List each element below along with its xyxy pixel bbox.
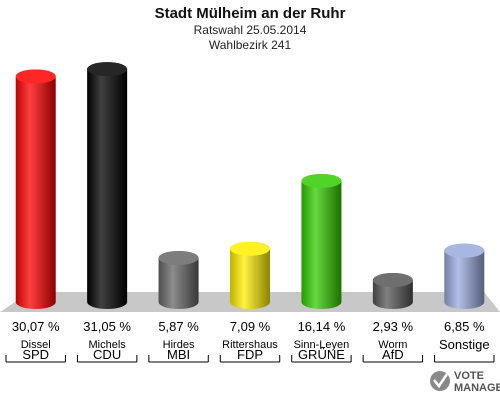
value-label: 16,14 % bbox=[298, 319, 346, 334]
bar-cap-cdu bbox=[87, 62, 128, 77]
chart-subtitle-district: Wahlbezirk 241 bbox=[209, 38, 292, 52]
bar-cap-fdp bbox=[230, 241, 270, 256]
value-label: 6,85 % bbox=[444, 319, 485, 334]
value-label: 30,07 % bbox=[12, 319, 60, 334]
bar-sonstige bbox=[444, 243, 485, 310]
party-label: FDP bbox=[237, 347, 263, 362]
candidate-label: Hirdes bbox=[163, 339, 195, 351]
bar-group bbox=[15, 62, 485, 310]
party-label: CDU bbox=[93, 347, 121, 362]
candidate-label: Michels bbox=[88, 339, 126, 351]
vote-manager-check-icon bbox=[430, 371, 450, 391]
vote-manager-logo: VOTE MANAGER bbox=[430, 370, 500, 394]
bar-cap-grüne bbox=[301, 173, 342, 188]
party-label: SPD bbox=[22, 347, 49, 362]
bar-fdp bbox=[230, 241, 270, 309]
chart-title: Stadt Mülheim an der Ruhr bbox=[155, 5, 346, 22]
candidate-label: Rittershaus bbox=[222, 339, 278, 351]
candidate-label: Dissel bbox=[21, 339, 51, 351]
bar-cap-spd bbox=[15, 69, 56, 84]
candidate-label: Worm bbox=[378, 339, 407, 351]
party-label: AfD bbox=[382, 347, 404, 362]
party-label: Sonstige bbox=[439, 337, 490, 352]
bar-cdu bbox=[87, 62, 128, 310]
value-label: 2,93 % bbox=[373, 319, 414, 334]
logo-line2: MANAGER bbox=[454, 382, 500, 394]
bar-spd bbox=[15, 69, 56, 310]
bar-cap-mbi bbox=[158, 250, 199, 265]
party-label: MBI bbox=[167, 347, 190, 362]
bar-mbi bbox=[158, 250, 199, 310]
logo-line1: VOTE bbox=[454, 370, 484, 382]
chart-subtitle-election: Ratswahl 25.05.2014 bbox=[194, 23, 307, 37]
bar-grüne bbox=[301, 173, 342, 310]
bar-cap-sonstige bbox=[444, 243, 485, 258]
party-label: GRÜNE bbox=[298, 347, 345, 362]
value-label: 7,09 % bbox=[230, 319, 271, 334]
candidate-label: Sinn-Leyen bbox=[294, 339, 350, 351]
bar-cap-afd bbox=[372, 273, 413, 288]
value-label: 5,87 % bbox=[158, 319, 199, 334]
value-label: 31,05 % bbox=[83, 319, 131, 334]
